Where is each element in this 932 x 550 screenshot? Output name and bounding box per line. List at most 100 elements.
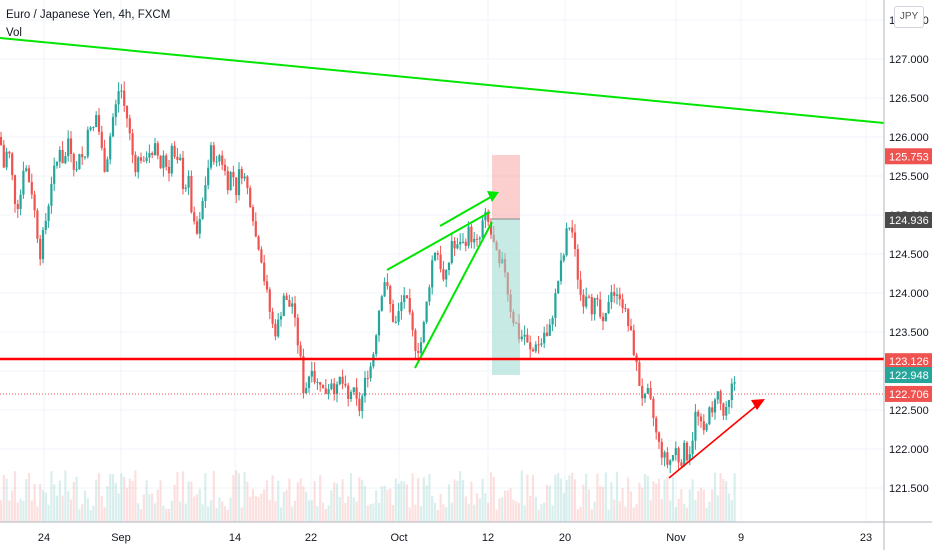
rising-wedge-upper-line[interactable]: [386, 211, 491, 271]
position-target-zone[interactable]: [492, 219, 520, 375]
candle-body: [380, 296, 383, 311]
candle-body: [529, 342, 532, 350]
candle-body: [86, 129, 89, 157]
currency-button[interactable]: JPY: [894, 6, 924, 28]
volume-bar: [324, 509, 327, 522]
candle-body: [330, 383, 333, 390]
candle-body: [680, 462, 683, 466]
candle-body: [585, 296, 588, 307]
price-tag: [885, 148, 932, 165]
candle-body: [571, 227, 574, 233]
volume-bar: [86, 498, 89, 522]
candle-body: [540, 343, 543, 345]
candle-body: [291, 303, 294, 307]
volume-bar: [377, 502, 381, 522]
volume-bar: [69, 499, 73, 522]
volume-bar: [506, 490, 509, 522]
candle-body: [403, 295, 406, 303]
candle-body: [285, 295, 288, 300]
candle-body: [405, 295, 409, 298]
volume-bar: [274, 501, 277, 522]
volume-bar: [439, 493, 442, 522]
candle-body: [313, 370, 316, 383]
candle-body: [277, 319, 280, 337]
volume-bar: [190, 481, 193, 522]
candle-body: [167, 166, 171, 174]
volume-bar: [305, 492, 308, 522]
volume-bar: [674, 507, 677, 522]
candle-body: [246, 176, 249, 188]
volume-bar: [730, 500, 733, 522]
candle-body: [722, 403, 725, 416]
volume-bar: [660, 499, 663, 522]
volume-bar: [431, 495, 434, 522]
candle-body: [361, 396, 364, 412]
volume-bar: [405, 484, 409, 522]
candle-body: [691, 440, 694, 455]
candle-body: [545, 332, 549, 336]
candle-body: [537, 344, 540, 346]
volume-bar: [97, 472, 101, 522]
volume-bar: [585, 473, 588, 522]
candle-body: [44, 220, 47, 231]
volume-bar: [565, 479, 568, 522]
candle-body: [81, 154, 84, 158]
volume-bar: [2, 474, 5, 522]
candle-body: [733, 382, 736, 384]
price-tick-label: 122.000: [889, 444, 929, 456]
volume-bar: [663, 479, 666, 522]
long-term-trendline[interactable]: [0, 37, 885, 124]
position-stop-zone[interactable]: [492, 155, 520, 219]
volume-bar: [187, 481, 190, 522]
volume-bar: [632, 507, 635, 522]
candle-body: [683, 442, 686, 466]
candle-body: [181, 157, 185, 189]
volume-bar: [582, 484, 585, 522]
volume-bar: [627, 477, 630, 522]
candle-body: [36, 210, 39, 239]
volume-bar: [310, 500, 313, 522]
candle-body: [613, 292, 616, 296]
candle-body: [218, 155, 221, 162]
time-tick-label: Nov: [666, 532, 686, 544]
candle-body: [341, 376, 344, 384]
candle-body: [655, 418, 658, 433]
volume-bar: [529, 496, 532, 522]
volume-bar: [355, 501, 358, 522]
candle-body: [95, 115, 98, 128]
volume-bar: [142, 494, 145, 522]
price-tag-label: 122.706: [889, 389, 929, 401]
time-tick-label: 23: [860, 532, 872, 544]
rising-wedge-lower-line[interactable]: [414, 221, 493, 369]
candle-body: [590, 297, 593, 315]
candle-body: [2, 144, 5, 168]
volume-bar: [95, 479, 98, 522]
candle-body: [254, 221, 257, 237]
candle-body: [523, 334, 526, 337]
candle-body: [162, 155, 165, 169]
volume-bar: [629, 491, 633, 522]
volume-bar: [363, 486, 367, 522]
volume-bar: [604, 472, 607, 522]
volume-bar: [389, 488, 392, 522]
volume-bar: [134, 470, 137, 522]
volume-bar: [459, 471, 462, 522]
volume-bar: [72, 482, 75, 522]
candle-body: [355, 387, 358, 399]
volume-bar: [467, 503, 470, 522]
volume-bar: [400, 481, 403, 522]
volume-bar: [100, 495, 103, 522]
volume-bar: [111, 474, 115, 522]
candle-body: [128, 118, 131, 134]
ascending-trendline[interactable]: [668, 400, 763, 479]
volume-bar: [229, 497, 232, 522]
volume-bar: [335, 483, 339, 522]
candle-body: [288, 299, 291, 307]
volume-bar: [548, 485, 551, 522]
volume-bar: [593, 501, 596, 522]
candle-body: [657, 432, 661, 442]
volume-bar: [411, 473, 414, 522]
candle-body: [459, 241, 462, 245]
candle-body: [120, 90, 123, 92]
